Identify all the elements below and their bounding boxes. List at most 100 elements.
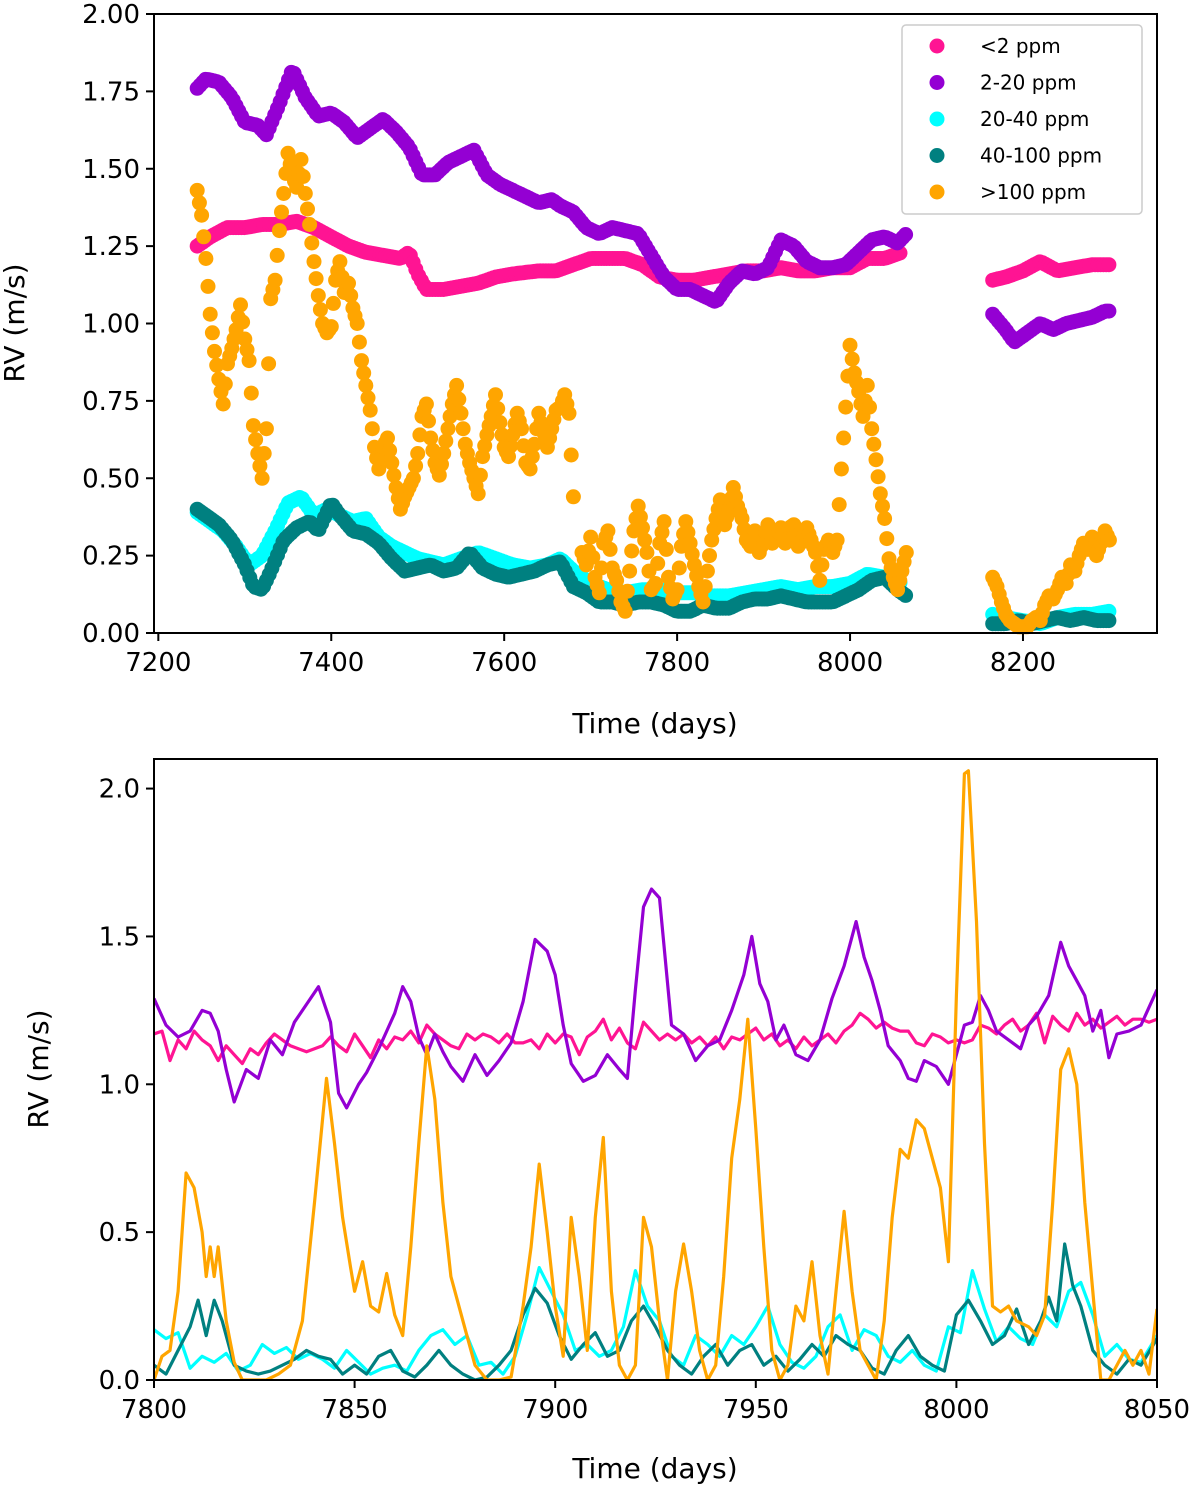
data-point — [829, 532, 845, 548]
data-point — [423, 430, 439, 446]
data-point — [302, 217, 318, 232]
data-point — [622, 563, 638, 579]
top-y-tick-label: 0.00 — [82, 619, 140, 649]
data-point — [235, 314, 251, 330]
data-point — [440, 421, 456, 437]
legend-marker — [929, 38, 945, 54]
data-point — [522, 461, 538, 477]
legend-label: 2-20 ppm — [980, 71, 1077, 95]
data-point — [637, 532, 653, 548]
top-y-tick-label: 1.25 — [82, 232, 140, 262]
data-point — [341, 275, 356, 291]
data-point — [254, 470, 270, 486]
legend-marker — [929, 111, 945, 127]
legend-label: <2 ppm — [980, 34, 1061, 58]
data-point — [191, 195, 207, 211]
data-point — [364, 421, 380, 437]
bottom-y-tick-label: 2.0 — [99, 775, 140, 805]
data-point — [524, 449, 540, 465]
data-point — [362, 402, 378, 418]
data-point — [189, 182, 205, 198]
data-point — [619, 583, 635, 599]
data-point — [565, 489, 581, 505]
data-point — [297, 186, 313, 201]
data-point — [217, 376, 233, 392]
bottom-x-ticks: 7800 7850 7900 7950 8000 8050 — [121, 1380, 1190, 1425]
data-point — [233, 297, 248, 313]
bottom-y-ticks: 0.0 0.5 1.0 1.5 2.0 — [99, 775, 154, 1396]
data-point — [323, 319, 339, 335]
top-chart-panel: 7200 7400 7600 7800 8000 8200 0.00 0.25 0.50 0.7… — [0, 0, 1158, 740]
bottom-x-tick-label: 8000 — [923, 1395, 989, 1425]
data-point — [697, 579, 713, 595]
data-point — [293, 152, 309, 167]
data-point — [583, 529, 599, 545]
data-point — [349, 316, 365, 331]
data-point — [354, 353, 369, 369]
data-point — [833, 461, 849, 477]
data-point — [202, 306, 218, 322]
top-x-axis-label: Time (days) — [571, 707, 737, 740]
data-point — [194, 207, 210, 223]
legend-label: >100 ppm — [980, 180, 1086, 204]
data-point — [695, 594, 711, 610]
series-4 — [189, 145, 1117, 635]
data-point — [258, 421, 274, 437]
bottom-chart-panel: 7800 7850 7900 7950 8000 8050 0.0 0.5 1.0 1.5 2.0… — [22, 758, 1190, 1485]
series-line-3 — [154, 1242, 1157, 1380]
data-point — [358, 377, 374, 393]
data-point — [276, 186, 292, 201]
data-point — [470, 486, 486, 502]
data-point — [877, 511, 893, 526]
data-point — [868, 452, 884, 468]
data-point — [351, 334, 367, 350]
data-point — [438, 433, 454, 449]
data-point — [862, 399, 877, 415]
data-point — [648, 576, 663, 591]
data-point — [702, 548, 717, 564]
data-point — [879, 531, 895, 547]
data-point — [838, 399, 854, 415]
data-point — [898, 545, 914, 560]
data-point — [455, 421, 471, 437]
data-point — [215, 396, 231, 412]
data-point — [472, 467, 488, 483]
data-point — [308, 271, 324, 287]
data-point — [386, 467, 402, 483]
bottom-y-tick-label: 1.5 — [99, 922, 140, 952]
data-point — [204, 325, 220, 341]
top-x-tick-label: 7400 — [298, 648, 364, 678]
data-point — [870, 469, 886, 485]
data-point — [650, 555, 666, 571]
data-point — [831, 497, 847, 513]
data-point — [384, 455, 400, 471]
data-point — [248, 432, 264, 448]
data-point — [864, 421, 880, 437]
data-point — [1101, 613, 1117, 629]
legend: <2 ppm 2-20 ppm 20-40 ppm 40-100 ppm >100 pp… — [901, 24, 1143, 215]
data-point — [658, 541, 674, 557]
data-point — [656, 514, 672, 530]
data-point — [382, 442, 398, 458]
data-point — [200, 278, 216, 294]
top-x-tick-label: 8200 — [990, 648, 1056, 678]
legend-label: 40-100 ppm — [980, 144, 1102, 168]
top-chart-marks — [189, 64, 1117, 635]
data-point — [591, 585, 607, 601]
data-point — [207, 343, 222, 359]
top-y-tick-label: 1.75 — [82, 77, 140, 107]
data-point — [494, 427, 510, 443]
data-point — [492, 415, 508, 430]
bottom-y-tick-label: 1.0 — [99, 1070, 140, 1100]
data-point — [1101, 257, 1117, 273]
bottom-x-tick-label: 7850 — [322, 1395, 388, 1425]
bottom-x-tick-label: 8050 — [1124, 1395, 1190, 1425]
bottom-y-tick-label: 0.0 — [99, 1366, 140, 1396]
data-point — [875, 498, 890, 514]
data-point — [274, 204, 289, 220]
top-x-tick-label: 8000 — [817, 648, 883, 678]
data-point — [624, 543, 640, 559]
data-point — [356, 365, 372, 381]
data-point — [310, 288, 326, 304]
data-point — [1101, 532, 1117, 548]
